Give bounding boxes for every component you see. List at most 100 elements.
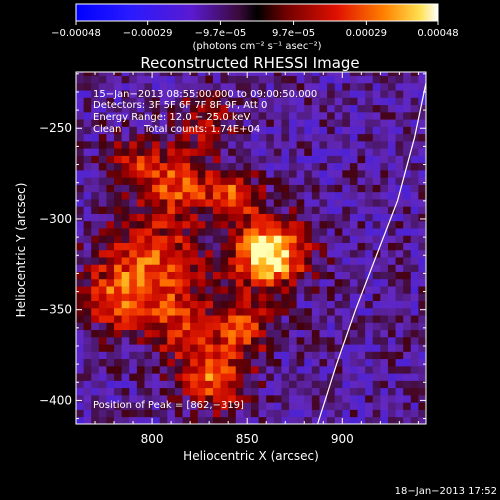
heatmap-cell <box>365 97 374 106</box>
heatmap-cell <box>174 351 183 360</box>
heatmap-cell <box>190 264 199 272</box>
heatmap-cell <box>311 90 320 98</box>
heatmap-cell <box>190 329 199 338</box>
heatmap-cell <box>114 264 123 272</box>
heatmap-cell <box>349 286 358 294</box>
heatmap-cell <box>251 416 260 424</box>
heatmap-cell <box>395 380 404 389</box>
heatmap-cell <box>220 278 229 287</box>
heatmap-cell <box>395 82 404 91</box>
heatmap-cell <box>235 228 244 236</box>
heatmap-cell <box>76 300 85 309</box>
solar-limb-curve <box>317 82 426 424</box>
heatmap-cell <box>266 373 275 381</box>
heatmap-cell <box>121 387 130 396</box>
heatmap-cell <box>311 365 320 374</box>
heatmap-cell <box>83 191 92 200</box>
heatmap-cell <box>106 257 115 265</box>
heatmap-cell <box>159 199 168 207</box>
heatmap-cell <box>365 278 374 287</box>
heatmap-cell <box>289 148 298 156</box>
heatmap-cell <box>380 213 389 222</box>
heatmap-cell <box>190 315 199 323</box>
heatmap-cell <box>83 387 92 396</box>
heatmap-cell <box>410 387 419 396</box>
heatmap-cell <box>197 104 206 113</box>
heatmap-cell <box>342 322 351 331</box>
heatmap-cell <box>418 206 426 214</box>
heatmap-cell <box>159 278 168 287</box>
heatmap-cell <box>349 336 358 345</box>
heatmap-cell <box>273 133 282 142</box>
heatmap-cell <box>342 169 351 178</box>
heatmap-cell <box>197 293 206 302</box>
heatmap-cell <box>334 235 343 243</box>
heatmap-cell <box>83 315 92 323</box>
heatmap-cell <box>167 111 176 120</box>
heatmap-cell <box>357 169 366 178</box>
heatmap-cell <box>289 169 298 178</box>
heatmap-cell <box>220 293 229 302</box>
heatmap-cell <box>220 365 229 374</box>
heatmap-cell <box>281 90 290 98</box>
heatmap-cell <box>395 235 404 243</box>
heatmap-cell <box>121 344 130 352</box>
heatmap-cell <box>334 148 343 156</box>
heatmap-cell <box>83 97 92 106</box>
heatmap-cell <box>228 286 237 294</box>
heatmap-cell <box>403 148 412 156</box>
heatmap-cell <box>220 249 229 258</box>
heatmap-cell <box>289 416 298 424</box>
heatmap-cell <box>319 126 328 135</box>
heatmap-cell <box>327 72 336 77</box>
heatmap-cell <box>296 169 305 178</box>
heatmap-cell <box>76 307 85 316</box>
heatmap-cell <box>167 155 176 164</box>
heatmap-cell <box>296 82 305 91</box>
heatmap-cell <box>129 133 138 142</box>
heatmap-cell <box>334 111 343 120</box>
heatmap-cell <box>403 278 412 287</box>
heatmap-cell <box>311 394 320 403</box>
heatmap-cell <box>289 191 298 200</box>
heatmap-cell <box>83 169 92 178</box>
heatmap-cell <box>205 111 214 120</box>
heatmap-cell <box>334 286 343 294</box>
heatmap-cell <box>372 351 381 360</box>
heatmap-cell <box>342 300 351 309</box>
heatmap-cell <box>91 315 100 323</box>
heatmap-cell <box>190 184 199 193</box>
heatmap-cell <box>106 351 115 360</box>
heatmap-cell <box>289 322 298 331</box>
heatmap-cell <box>251 329 260 338</box>
heatmap-cell <box>273 75 282 84</box>
heatmap-cell <box>418 162 426 171</box>
heatmap-cell <box>212 82 221 91</box>
heatmap-cell <box>205 249 214 258</box>
heatmap-cell <box>243 155 252 164</box>
heatmap-cell <box>159 344 168 352</box>
heatmap-cell <box>304 329 313 338</box>
heatmap-cell <box>205 402 214 410</box>
heatmap-cell <box>327 228 336 236</box>
heatmap-cell <box>167 300 176 309</box>
heatmap-cell <box>212 322 221 331</box>
heatmap-cell <box>121 373 130 381</box>
heatmap-cell <box>83 344 92 352</box>
heatmap-cell <box>251 184 260 193</box>
heatmap-cell <box>228 119 237 127</box>
heatmap-cell <box>372 213 381 222</box>
heatmap-cell <box>258 111 267 120</box>
heatmap-cell <box>357 394 366 403</box>
heatmap-cell <box>418 315 426 323</box>
heatmap-cell <box>410 126 419 135</box>
heatmap-cell <box>228 104 237 113</box>
heatmap-cell <box>289 293 298 302</box>
heatmap-cell <box>380 75 389 84</box>
heatmap-cell <box>395 220 404 229</box>
heatmap-cell <box>228 351 237 360</box>
heatmap-cell <box>205 271 214 280</box>
heatmap-cell <box>197 119 206 127</box>
heatmap-cell <box>212 191 221 200</box>
heatmap-cell <box>235 322 244 331</box>
